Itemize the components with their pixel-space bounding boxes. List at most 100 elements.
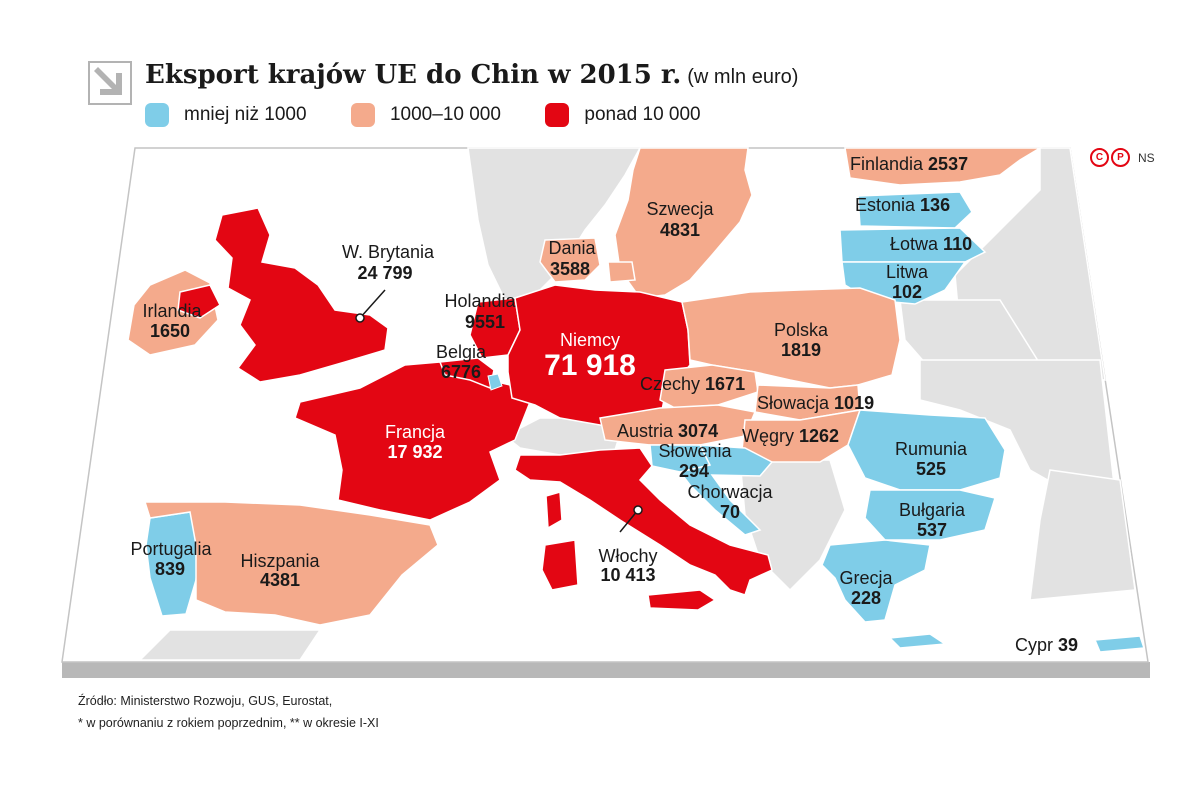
island-zealand <box>607 261 636 283</box>
island-corsica <box>545 491 563 530</box>
label-germany-value: 71 918 <box>544 349 636 382</box>
country-cyprus <box>1093 635 1146 653</box>
turkey-land <box>1029 469 1136 601</box>
footnote-line: * w porównaniu z rokiem poprzednim, ** w… <box>78 716 379 730</box>
label-lithuania-name: Litwa <box>886 262 929 282</box>
label-poland-name: Polska <box>774 320 829 340</box>
legend-item-low: mniej niż 1000 <box>145 103 307 127</box>
label-uk-value: 24 799 <box>357 263 412 283</box>
label-italy-value: 10 413 <box>600 565 655 585</box>
country-italy <box>514 447 773 596</box>
island-sardinia <box>541 539 579 591</box>
rome-marker <box>633 505 643 515</box>
label-cyprus-value: 39 <box>1058 635 1078 655</box>
label-czechia-value: 1671 <box>705 374 745 394</box>
source-line: Źródło: Ministerstwo Rozwoju, GUS, Euros… <box>78 694 333 708</box>
legend-swatch-mid <box>350 103 375 127</box>
legend-label-low: mniej niż 1000 <box>184 104 307 125</box>
source-note: Źródło: Ministerstwo Rozwoju, GUS, Euros… <box>78 690 379 734</box>
country-france <box>294 361 531 521</box>
country-estonia <box>857 191 973 229</box>
phonogram-icon: P <box>1111 148 1130 167</box>
country-croatia <box>678 444 774 536</box>
label-bulgaria-name: Bułgaria <box>899 500 966 520</box>
country-uk <box>214 207 389 383</box>
label-france-value: 17 932 <box>387 442 442 462</box>
label-bulgaria-value: 537 <box>917 520 947 540</box>
label-cyprus-name: Cypr <box>1015 635 1053 655</box>
island-sicily <box>647 589 717 611</box>
country-latvia <box>839 227 987 263</box>
label-sweden-value: 4831 <box>660 220 700 240</box>
label-estonia-value: 136 <box>920 195 950 215</box>
title-unit: (w mln euro) <box>687 66 799 88</box>
label-ireland-value: 1650 <box>150 321 190 341</box>
label-uk-name: W. Brytania <box>342 242 435 262</box>
legend-swatch-high <box>545 103 570 127</box>
label-latvia-name: Łotwa <box>890 234 939 254</box>
label-greece-value: 228 <box>851 588 881 608</box>
label-austria: Austria 3074 <box>617 421 718 441</box>
label-france-name: Francja <box>385 422 446 442</box>
legend-label-high: ponad 10 000 <box>584 104 701 125</box>
label-romania-value: 525 <box>916 459 946 479</box>
label-croatia-name: Chorwacja <box>687 482 773 502</box>
label-sweden-name: Szwecja <box>646 199 714 219</box>
label-estonia-name: Estonia <box>855 195 916 215</box>
label-portugal-value: 839 <box>155 559 185 579</box>
legend: mniej niż 1000 1000–10 000 ponad 10 000 <box>145 103 741 133</box>
country-romania <box>847 409 1006 491</box>
london-pointer <box>359 289 386 319</box>
label-belgium-name: Belgia <box>436 342 487 362</box>
country-sweden <box>614 147 753 299</box>
label-denmark-name: Dania <box>548 238 596 258</box>
copyright-block: C P NS <box>1090 148 1155 167</box>
label-spain-name: Hiszpania <box>240 551 320 571</box>
label-romania-name: Rumunia <box>895 439 968 459</box>
legend-label-mid: 1000–10 000 <box>389 104 501 125</box>
label-hungary: Węgry 1262 <box>742 426 839 446</box>
label-hungary-value: 1262 <box>799 426 839 446</box>
label-netherlands-value: 9551 <box>465 312 505 332</box>
label-lithuania-value: 102 <box>892 282 922 302</box>
label-latvia-value: 110 <box>943 234 972 254</box>
map-title: Eksport krajów UE do Chin w 2015 r. (w ml… <box>145 60 798 90</box>
country-belgium <box>438 357 495 390</box>
island-crete <box>888 633 948 649</box>
non-eu-land <box>138 147 1136 661</box>
country-denmark <box>539 237 601 283</box>
label-denmark-value: 3588 <box>550 259 590 279</box>
country-czechia <box>659 364 759 409</box>
label-spain-value: 4381 <box>260 570 300 590</box>
region-northern-ireland <box>177 284 221 319</box>
label-finland-name: Finlandia <box>850 154 924 174</box>
label-austria-value: 3074 <box>678 421 718 441</box>
label-ireland-name: Irlandia <box>142 301 202 321</box>
label-slovenia-name: Słowenia <box>658 441 732 461</box>
label-portugal-name: Portugalia <box>130 539 212 559</box>
legend-swatch-low <box>145 103 169 127</box>
label-slovakia-name: Słowacja <box>757 393 830 413</box>
label-greece-name: Grecja <box>839 568 893 588</box>
diagonal-arrow-icon <box>88 61 132 105</box>
label-hungary-name: Węgry <box>742 426 794 446</box>
label-finland: Finlandia 2537 <box>850 154 968 174</box>
legend-item-mid: 1000–10 000 <box>350 103 501 127</box>
label-netherlands-name: Holandia <box>444 291 516 311</box>
label-belgium-value: 6776 <box>441 362 481 382</box>
label-croatia-value: 70 <box>720 502 740 522</box>
label-latvia: Łotwa 110 <box>890 234 972 254</box>
label-czechia: Czechy 1671 <box>640 374 745 394</box>
legend-item-high: ponad 10 000 <box>545 103 701 127</box>
label-italy-name: Włochy <box>598 546 657 566</box>
country-spain <box>143 501 439 626</box>
label-cyprus: Cypr 39 <box>1015 635 1078 655</box>
country-luxembourg <box>487 373 503 391</box>
chart-header: Eksport krajów UE do Chin w 2015 r. (w ml… <box>88 55 798 145</box>
north-africa-land <box>138 629 322 661</box>
label-germany-name: Niemcy <box>560 330 620 350</box>
label-poland-value: 1819 <box>781 340 821 360</box>
map-board-edge <box>62 662 1150 678</box>
